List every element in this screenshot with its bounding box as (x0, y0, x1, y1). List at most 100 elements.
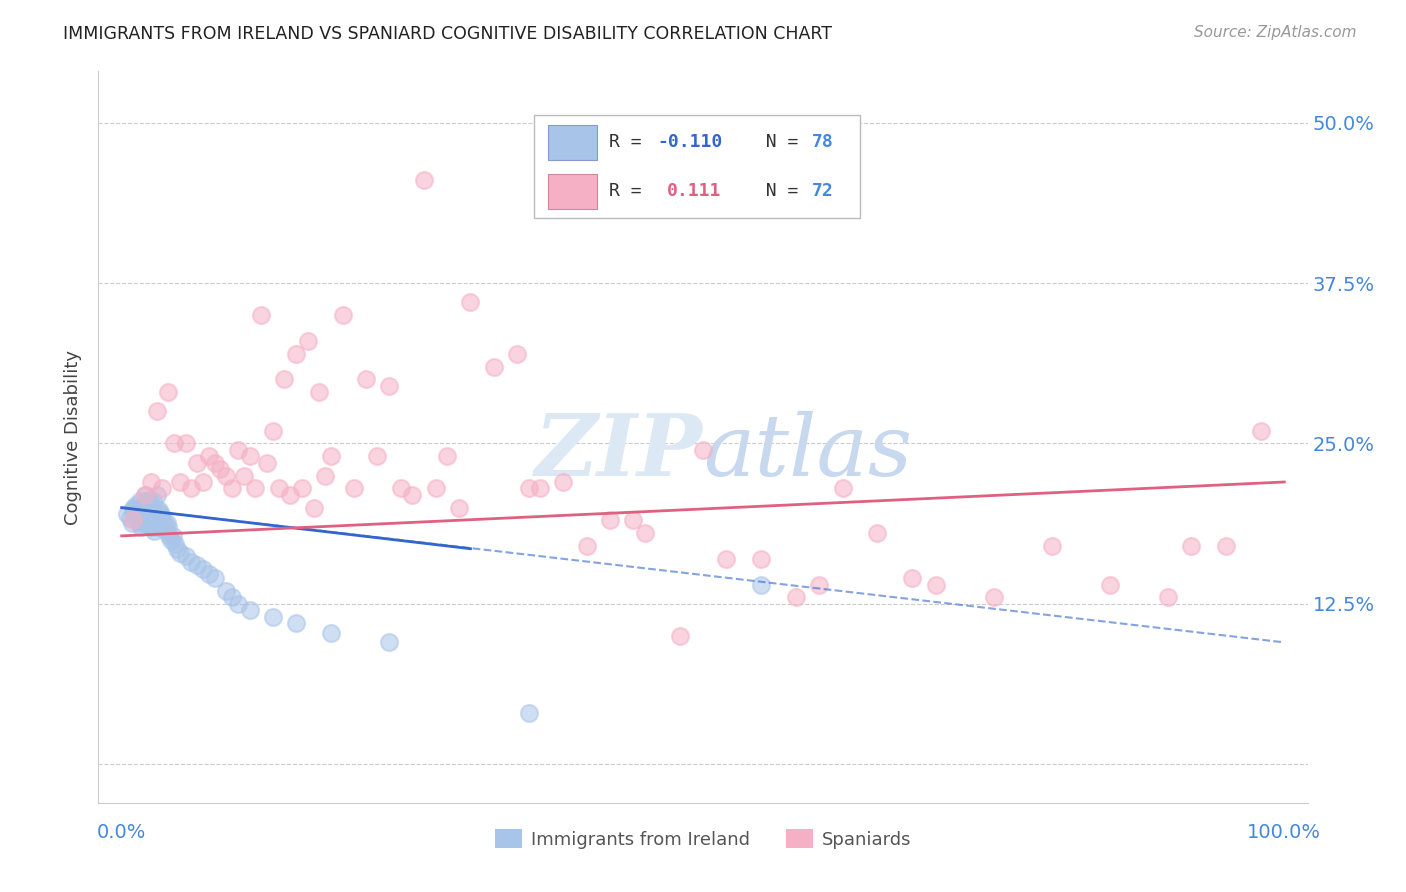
Point (262, 424, 284, 438)
Point (1157, 591, 1180, 605)
Text: 72: 72 (811, 182, 834, 201)
Point (162, 529, 184, 543)
Point (221, 482, 243, 496)
Text: -0.110: -0.110 (657, 133, 723, 152)
Point (131, 507, 153, 521)
Point (180, 555, 202, 569)
Point (138, 494, 160, 508)
Point (122, 514, 145, 528)
Point (239, 450, 262, 464)
Point (128, 511, 150, 525)
Point (1250, 424, 1272, 438)
Point (366, 450, 388, 464)
Point (983, 591, 1005, 605)
Point (354, 372, 377, 386)
Point (135, 514, 157, 528)
Point (332, 308, 354, 322)
Point (1180, 539, 1202, 553)
Point (425, 482, 447, 496)
Point (174, 436, 197, 450)
Point (389, 482, 412, 496)
Point (145, 404, 167, 418)
Point (285, 616, 308, 631)
Point (145, 507, 167, 521)
Point (221, 591, 243, 605)
Text: 0.111: 0.111 (666, 182, 721, 201)
Point (436, 450, 458, 464)
Point (198, 450, 221, 464)
Point (145, 503, 167, 517)
Text: IMMIGRANTS FROM IRELAND VS SPANIARD COGNITIVE DISABILITY CORRELATION CHART: IMMIGRANTS FROM IRELAND VS SPANIARD COGN… (63, 25, 832, 43)
Point (159, 533, 181, 547)
Point (749, 552, 772, 566)
Point (831, 482, 853, 496)
Point (138, 516, 160, 530)
Point (262, 609, 284, 624)
Point (150, 511, 173, 525)
Point (267, 482, 290, 496)
Point (575, 539, 598, 553)
Point (169, 475, 191, 489)
Point (553, 475, 575, 489)
Point (141, 520, 163, 534)
Point (141, 511, 163, 525)
Point (668, 629, 690, 643)
Point (134, 494, 156, 508)
Bar (548, 174, 596, 209)
Bar (548, 125, 596, 160)
Point (319, 626, 342, 640)
Point (150, 482, 173, 496)
Point (145, 488, 167, 502)
Point (146, 511, 169, 525)
Point (153, 520, 176, 534)
Point (186, 558, 208, 573)
Text: 78: 78 (811, 133, 834, 152)
Legend: Immigrants from Ireland, Spaniards: Immigrants from Ireland, Spaniards (488, 822, 918, 856)
Point (204, 571, 226, 585)
Point (124, 498, 146, 512)
Point (924, 577, 946, 591)
Point (136, 507, 159, 521)
Point (226, 442, 249, 457)
Text: R =: R = (609, 182, 652, 201)
Point (143, 524, 166, 538)
Point (132, 511, 155, 525)
Point (250, 308, 273, 322)
Point (232, 468, 254, 483)
Point (169, 545, 191, 559)
Point (599, 514, 621, 528)
Point (148, 503, 170, 517)
Point (157, 385, 180, 400)
Point (139, 507, 162, 521)
Point (132, 516, 155, 530)
Point (460, 295, 482, 310)
Point (621, 514, 644, 528)
Point (135, 507, 157, 521)
Point (482, 359, 505, 374)
Point (136, 494, 159, 508)
Point (142, 494, 165, 508)
FancyBboxPatch shape (534, 115, 860, 218)
Point (314, 468, 336, 483)
Point (297, 334, 319, 348)
Point (118, 511, 141, 525)
Point (139, 520, 162, 534)
Point (291, 482, 314, 496)
Point (166, 541, 188, 556)
Text: N =: N = (744, 182, 810, 201)
Point (866, 526, 889, 541)
Text: 0.0%: 0.0% (97, 823, 146, 842)
Point (129, 507, 152, 521)
Text: R =: R = (609, 133, 652, 152)
Point (401, 488, 423, 502)
Point (138, 503, 160, 517)
Point (517, 482, 540, 496)
Point (245, 482, 267, 496)
Point (302, 500, 325, 515)
Point (1098, 577, 1121, 591)
Point (285, 346, 308, 360)
Point (308, 385, 330, 400)
Point (204, 456, 226, 470)
Point (134, 488, 156, 502)
Point (163, 436, 186, 450)
